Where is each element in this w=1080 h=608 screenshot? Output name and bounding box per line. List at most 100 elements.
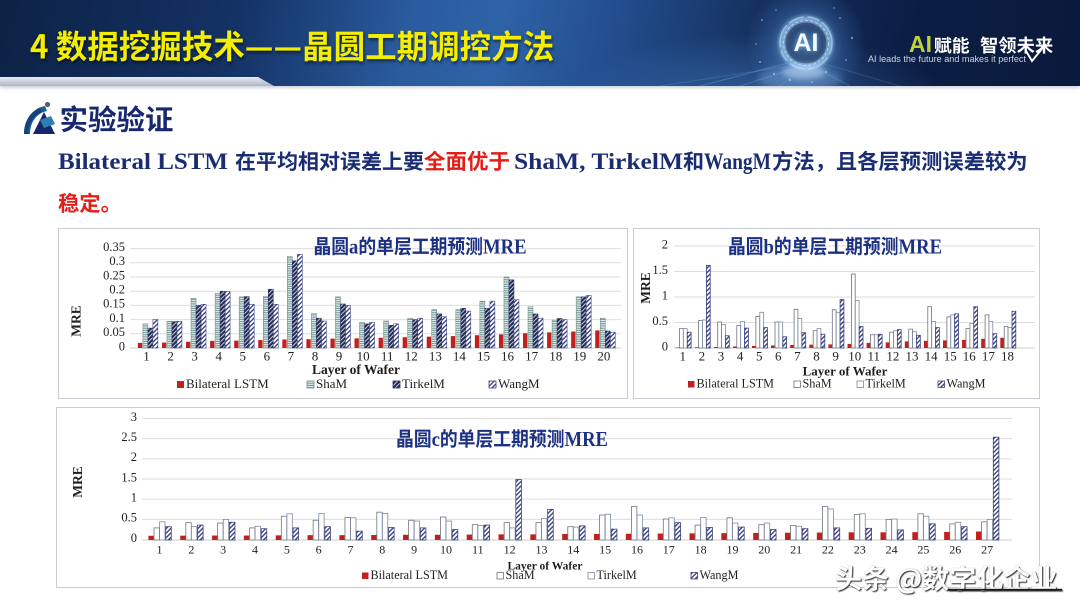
svg-text:5: 5 xyxy=(240,349,247,364)
svg-text:9: 9 xyxy=(336,349,343,364)
svg-text:24: 24 xyxy=(886,543,898,557)
svg-text:0.5: 0.5 xyxy=(652,314,668,328)
svg-text:Bilateral LSTM: Bilateral LSTM xyxy=(371,568,449,582)
svg-text:c: c xyxy=(432,428,440,451)
svg-text:1: 1 xyxy=(157,543,163,557)
svg-text:7: 7 xyxy=(288,349,295,364)
svg-text:11: 11 xyxy=(381,349,394,364)
svg-text:5: 5 xyxy=(284,543,290,557)
svg-text:2: 2 xyxy=(167,349,174,364)
svg-text:2: 2 xyxy=(188,543,194,557)
svg-text:2: 2 xyxy=(699,349,706,364)
svg-text:4: 4 xyxy=(252,543,258,557)
svg-text:7: 7 xyxy=(794,349,801,364)
svg-text:ShaM: ShaM xyxy=(803,377,832,391)
svg-text:1.5: 1.5 xyxy=(652,263,668,277)
svg-text:Layer of Wafer: Layer of Wafer xyxy=(312,362,400,377)
svg-text:10: 10 xyxy=(357,349,370,364)
svg-text:ShaM, TirkelM: ShaM, TirkelM xyxy=(514,149,683,174)
svg-text:26: 26 xyxy=(949,543,961,557)
svg-text:20: 20 xyxy=(597,349,610,364)
svg-text:20: 20 xyxy=(758,543,770,557)
svg-text:3: 3 xyxy=(220,543,226,557)
svg-text:25: 25 xyxy=(917,543,929,557)
svg-text:3: 3 xyxy=(131,410,137,424)
svg-text:0.35: 0.35 xyxy=(103,240,125,254)
svg-text:MRE: MRE xyxy=(638,272,653,304)
svg-text:5: 5 xyxy=(756,349,763,364)
svg-text:7: 7 xyxy=(347,543,353,557)
svg-text:22: 22 xyxy=(822,543,834,557)
svg-text:0: 0 xyxy=(119,339,125,353)
svg-text:18: 18 xyxy=(695,543,707,557)
svg-text:MRE: MRE xyxy=(898,236,942,259)
svg-text:10: 10 xyxy=(848,349,861,364)
svg-text:AI: AI xyxy=(909,31,932,57)
svg-text:8: 8 xyxy=(813,349,820,364)
svg-text:AI: AI xyxy=(794,29,819,57)
svg-text:WangM: WangM xyxy=(947,377,986,391)
svg-text:MRE: MRE xyxy=(70,466,85,498)
svg-text:19: 19 xyxy=(726,543,738,557)
svg-text:9: 9 xyxy=(832,349,839,364)
svg-text:0.05: 0.05 xyxy=(103,325,125,339)
svg-text:1: 1 xyxy=(662,288,668,302)
svg-text:Bilateral LSTM: Bilateral LSTM xyxy=(697,377,775,391)
svg-text:ShaM: ShaM xyxy=(506,568,535,582)
svg-text:15: 15 xyxy=(599,543,611,557)
svg-text:ShaM: ShaM xyxy=(316,376,348,391)
svg-text:0.25: 0.25 xyxy=(103,268,125,282)
svg-text:6: 6 xyxy=(264,349,271,364)
svg-text:MRE: MRE xyxy=(69,305,84,337)
svg-text:14: 14 xyxy=(567,543,579,557)
svg-text:14: 14 xyxy=(925,349,939,364)
svg-text:WangM: WangM xyxy=(704,149,771,174)
svg-text:1.5: 1.5 xyxy=(121,470,137,484)
svg-text:17: 17 xyxy=(525,349,539,364)
svg-text:TirkelM: TirkelM xyxy=(866,377,906,391)
svg-text:13: 13 xyxy=(906,349,919,364)
svg-text:WangM: WangM xyxy=(700,568,739,582)
svg-text:15: 15 xyxy=(944,349,957,364)
svg-text:8: 8 xyxy=(379,543,385,557)
svg-text:1: 1 xyxy=(143,349,150,364)
svg-text:16: 16 xyxy=(963,349,977,364)
svg-text:8: 8 xyxy=(312,349,319,364)
svg-text:2.5: 2.5 xyxy=(121,430,137,444)
svg-text:11: 11 xyxy=(472,543,484,557)
svg-text:11: 11 xyxy=(868,349,881,364)
svg-text:6: 6 xyxy=(316,543,322,557)
svg-text:0.2: 0.2 xyxy=(109,283,125,297)
svg-text:12: 12 xyxy=(405,349,418,364)
svg-text:16: 16 xyxy=(501,349,515,364)
svg-text:9: 9 xyxy=(411,543,417,557)
svg-text:4: 4 xyxy=(737,349,744,364)
svg-text:23: 23 xyxy=(854,543,866,557)
svg-text:27: 27 xyxy=(981,543,993,557)
svg-text:Layer of Wafer: Layer of Wafer xyxy=(803,364,888,379)
svg-text:2: 2 xyxy=(131,450,137,464)
svg-text:MRE: MRE xyxy=(564,428,608,451)
svg-text:0: 0 xyxy=(662,339,668,353)
svg-text:15: 15 xyxy=(477,349,490,364)
svg-text:0.5: 0.5 xyxy=(121,511,137,525)
svg-text:0.3: 0.3 xyxy=(109,254,125,268)
svg-text:17: 17 xyxy=(663,543,675,557)
svg-text:TirkelM: TirkelM xyxy=(402,376,445,391)
svg-text:Bilateral LSTM: Bilateral LSTM xyxy=(186,376,269,391)
svg-text:16: 16 xyxy=(631,543,643,557)
svg-text:18: 18 xyxy=(1001,349,1014,364)
svg-text:13: 13 xyxy=(429,349,442,364)
svg-text:17: 17 xyxy=(982,349,996,364)
svg-text:a: a xyxy=(349,236,358,259)
svg-text:0.15: 0.15 xyxy=(103,297,125,311)
svg-text:14: 14 xyxy=(453,349,467,364)
svg-text:WangM: WangM xyxy=(498,376,540,391)
svg-text:12: 12 xyxy=(886,349,899,364)
svg-text:12: 12 xyxy=(504,543,516,557)
svg-text:4: 4 xyxy=(215,349,222,364)
svg-text:1: 1 xyxy=(131,490,137,504)
svg-text:3: 3 xyxy=(191,349,198,364)
svg-text:13: 13 xyxy=(535,543,547,557)
svg-text:TirkelM: TirkelM xyxy=(597,568,637,582)
